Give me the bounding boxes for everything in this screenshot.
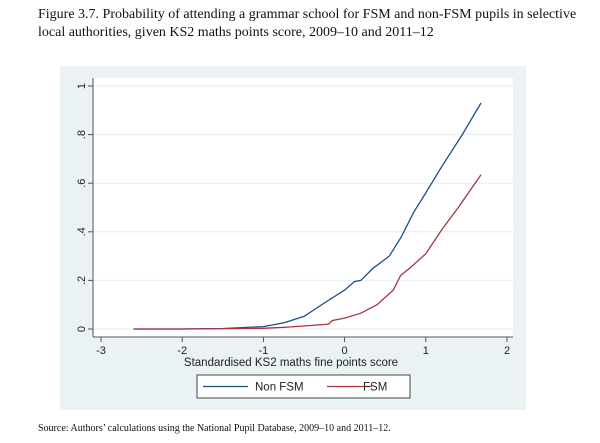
legend-label: Non FSM [255, 382, 304, 394]
y-tick-label: .4 [76, 227, 88, 236]
x-tick-label: 2 [504, 345, 510, 357]
y-tick-label: 0 [76, 326, 88, 332]
plot-area [93, 78, 513, 337]
x-tick-label: 1 [423, 345, 429, 357]
series-line-non-fsm [133, 102, 482, 330]
x-tick-label: -3 [96, 345, 106, 357]
line-chart: 0 .2 .4 .6 .8 1 -3 -2 -1 0 1 2 Standardised KS2 math… [76, 78, 513, 399]
y-tick-label: .2 [76, 276, 88, 285]
y-tick-label: .8 [76, 130, 88, 139]
x-axis-label: Standardised KS2 maths fine points score [184, 357, 398, 369]
figure-caption: Figure 3.7. Probability of attending a g… [38, 7, 577, 40]
legend [196, 374, 411, 399]
y-tick-label: 1 [76, 83, 88, 89]
source-note: Source: Authors’ calculations using the … [38, 423, 391, 434]
y-tick-label: .6 [76, 179, 88, 188]
chart-panel: 0 .2 .4 .6 .8 1 -3 -2 -1 0 1 2 Standardised KS2 math… [60, 66, 526, 410]
series-line-fsm [133, 174, 482, 330]
x-tick-label: -2 [177, 345, 187, 357]
legend-label: FSM [363, 382, 387, 394]
x-tick-label: 0 [342, 345, 348, 357]
x-tick-label: -1 [259, 345, 269, 357]
